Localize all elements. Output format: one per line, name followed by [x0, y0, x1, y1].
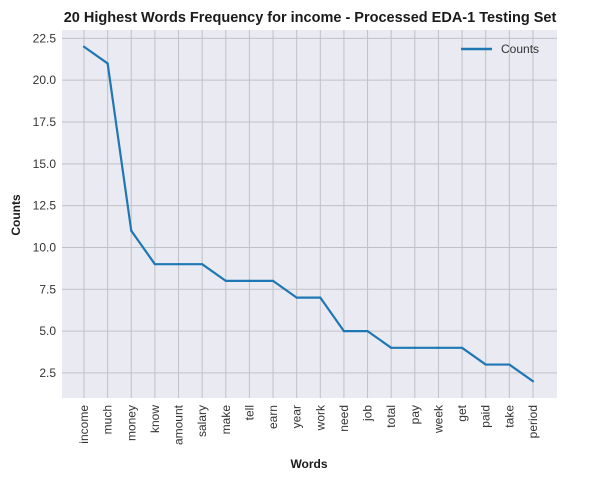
x-tick-label-tell: tell — [242, 405, 256, 420]
x-tick-label-take: take — [502, 405, 516, 428]
data-point-need — [342, 329, 346, 333]
data-point-week — [437, 346, 440, 349]
data-point-earn — [271, 279, 275, 283]
y-tick-label: 15.0 — [33, 157, 57, 171]
y-tick-label: 7.5 — [39, 282, 56, 296]
x-tick-label-much: much — [101, 405, 115, 434]
data-point-tell — [248, 279, 251, 283]
x-tick-label-job: job — [361, 405, 375, 422]
x-tick-label-pay: pay — [408, 405, 422, 424]
y-tick-label: 17.5 — [33, 115, 57, 129]
data-point-amount — [177, 263, 180, 266]
x-tick-label-work: work — [313, 404, 327, 431]
data-point-make — [224, 279, 227, 283]
series-line-counts — [83, 45, 534, 383]
series-group — [82, 45, 535, 383]
legend-label-counts: Counts — [501, 42, 539, 56]
y-tick-label: 20.0 — [33, 73, 57, 87]
x-tick-label-make: make — [219, 405, 233, 435]
data-point-know — [153, 263, 156, 266]
y-axis-label: Counts — [9, 194, 23, 236]
chart-title: 20 Highest Words Frequency for income - … — [64, 10, 557, 26]
legend: Counts — [461, 42, 539, 56]
plot-area — [62, 30, 557, 398]
data-point-get — [460, 346, 464, 349]
data-point-salary — [201, 263, 204, 266]
x-tick-label-salary: salary — [195, 405, 209, 437]
data-point-job — [366, 329, 369, 333]
x-tick-label-income: income — [77, 405, 91, 444]
x-tick-label-get: get — [455, 404, 469, 421]
data-point-income — [82, 45, 86, 48]
x-tick-label-money: money — [124, 405, 138, 441]
x-tick-labels: income much money know amount salary make tell e… — [77, 404, 540, 445]
x-tick-label-total: total — [384, 405, 398, 428]
x-tick-label-earn: earn — [266, 405, 280, 429]
y-tick-label: 2.5 — [39, 366, 56, 380]
x-tick-label-period: period — [526, 405, 540, 438]
data-point-paid — [484, 363, 487, 366]
data-point-take — [508, 363, 511, 366]
data-point-pay — [413, 346, 416, 349]
y-tick-label: 10.0 — [33, 240, 57, 254]
y-tick-label: 22.5 — [33, 31, 57, 45]
x-tick-label-week: week — [431, 404, 445, 434]
x-tick-label-need: need — [337, 405, 351, 432]
x-axis-label: Words — [290, 457, 327, 471]
data-point-much — [106, 62, 109, 65]
x-tick-label-year: year — [290, 405, 304, 428]
data-point-work — [319, 296, 322, 299]
x-tick-label-know: know — [148, 405, 162, 433]
grid-lines — [62, 30, 557, 398]
data-point-total — [390, 346, 393, 349]
data-point-year — [295, 296, 298, 299]
y-tick-labels: 2.5 5.0 7.5 10.0 12.5 15.0 17.5 20.0 22.5 — [33, 31, 57, 380]
data-point-money — [130, 229, 133, 232]
y-tick-label: 5.0 — [39, 324, 56, 338]
x-tick-label-amount: amount — [172, 404, 186, 445]
data-point-period — [531, 380, 535, 383]
y-tick-label: 12.5 — [33, 199, 57, 213]
x-tick-label-paid: paid — [479, 405, 493, 428]
